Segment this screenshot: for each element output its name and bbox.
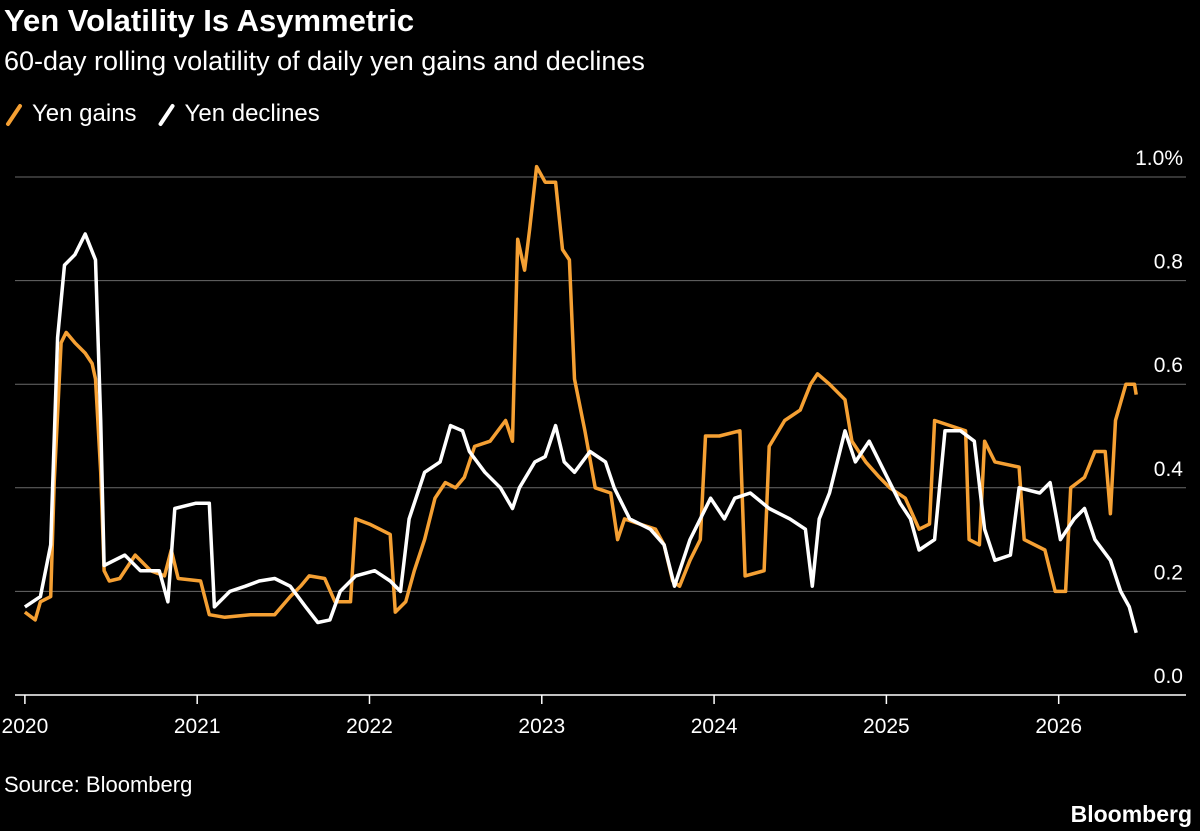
y-tick-label: 0.0 [1154,665,1183,688]
x-tick-label: 2020 [2,715,49,738]
x-tick-label: 2025 [863,715,910,738]
series-line [23,232,1138,634]
chart-subtitle: 60-day rolling volatility of daily yen g… [4,46,645,76]
series-line [23,164,1138,622]
y-tick-label: 0.6 [1154,354,1183,377]
x-tick-label: 2023 [518,715,565,738]
y-tick-label: 0.8 [1154,251,1183,274]
legend-swatch [6,104,22,126]
brand: Bloomberg [1071,801,1192,827]
y-tick-label: 1.0% [1135,147,1183,170]
x-tick-label: 2022 [346,715,393,738]
legend-label: Yen declines [185,100,320,127]
legend-swatch [158,104,175,126]
source-note: Source: Bloomberg [4,772,192,797]
chart-title: Yen Volatility Is Asymmetric [4,3,414,38]
y-tick-label: 0.2 [1154,561,1183,584]
x-tick-label: 2026 [1035,715,1082,738]
y-tick-label: 0.4 [1154,458,1184,481]
x-tick-label: 2021 [174,715,221,738]
x-tick-label: 2024 [691,715,738,738]
legend-label: Yen gains [32,100,137,127]
